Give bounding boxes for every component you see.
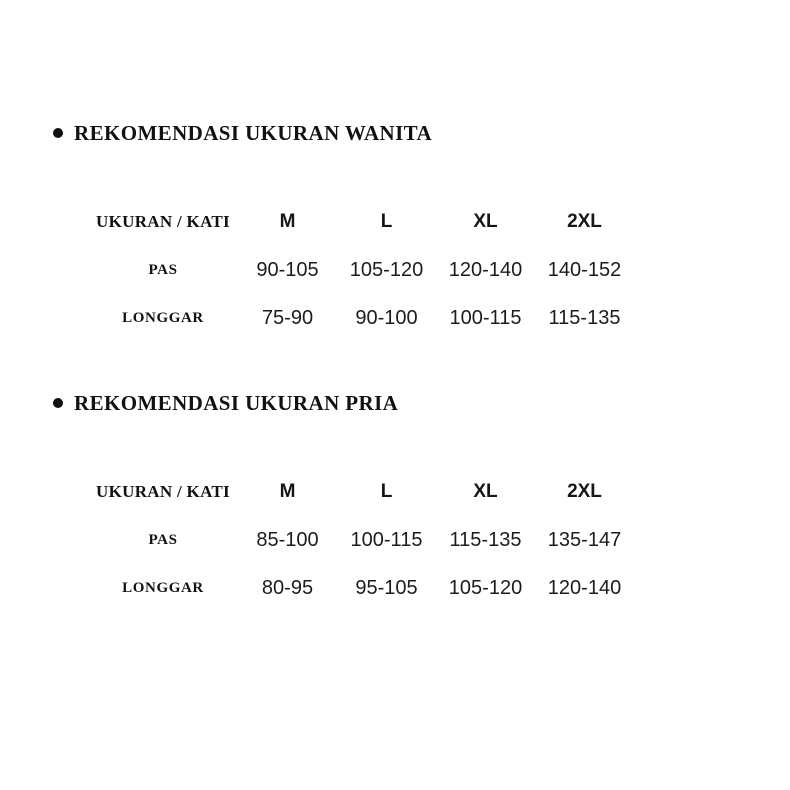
value-cell: 75-90 [261, 306, 314, 329]
women-size-table: UKURAN / KATI M L XL 2XL PAS 90-105 105-… [88, 198, 634, 342]
value-cell: 105-120 [349, 258, 424, 281]
women-heading-text: REKOMENDASI UKURAN WANITA [74, 120, 433, 145]
value-cell: 140-152 [547, 258, 622, 281]
bullet-icon [53, 398, 63, 408]
value-cell: 90-100 [355, 306, 418, 329]
value-cell: 80-95 [261, 576, 314, 599]
value-cell: 105-120 [448, 576, 523, 599]
column-header-2xl: 2XL [567, 211, 602, 232]
table-header-row: UKURAN / KATI M L XL 2XL [88, 198, 634, 246]
men-section-heading: REKOMENDASI UKURAN PRIA [53, 390, 790, 416]
value-cell: 100-115 [350, 528, 423, 551]
value-cell: 115-135 [449, 528, 522, 551]
women-size-section: REKOMENDASI UKURAN WANITA UKURAN / KATI … [0, 120, 790, 352]
table-row-longgar: LONGGAR 75-90 90-100 100-115 115-135 [88, 294, 634, 342]
row-label-pas: PAS [148, 531, 178, 548]
column-header-m: M [279, 481, 296, 502]
men-size-section: REKOMENDASI UKURAN PRIA UKURAN / KATI M … [0, 390, 790, 622]
value-cell: 120-140 [547, 576, 622, 599]
row-label-longgar: LONGGAR [122, 579, 204, 596]
column-header-ukuran-kati: UKURAN / KATI [96, 212, 230, 231]
table-row-pas: PAS 90-105 105-120 120-140 140-152 [88, 246, 634, 294]
column-header-xl: XL [473, 211, 498, 232]
column-header-xl: XL [473, 481, 498, 502]
men-size-table: UKURAN / KATI M L XL 2XL PAS 85-100 100-… [88, 468, 634, 612]
column-header-2xl: 2XL [567, 481, 602, 502]
value-cell: 135-147 [547, 528, 622, 551]
bullet-icon [53, 128, 63, 138]
women-section-heading: REKOMENDASI UKURAN WANITA [53, 120, 790, 146]
column-header-l: L [380, 481, 393, 502]
row-label-longgar: LONGGAR [122, 309, 204, 326]
table-header-row: UKURAN / KATI M L XL 2XL [88, 468, 634, 516]
row-label-pas: PAS [148, 261, 178, 278]
value-cell: 85-100 [256, 528, 319, 551]
value-cell: 90-105 [256, 258, 319, 281]
men-heading-text: REKOMENDASI UKURAN PRIA [74, 390, 399, 415]
value-cell: 120-140 [448, 258, 523, 281]
value-cell: 95-105 [355, 576, 418, 599]
value-cell: 115-135 [548, 306, 621, 329]
table-row-pas: PAS 85-100 100-115 115-135 135-147 [88, 516, 634, 564]
column-header-m: M [279, 211, 296, 232]
column-header-ukuran-kati: UKURAN / KATI [96, 482, 230, 501]
table-row-longgar: LONGGAR 80-95 95-105 105-120 120-140 [88, 564, 634, 612]
column-header-l: L [380, 211, 393, 232]
value-cell: 100-115 [449, 306, 522, 329]
